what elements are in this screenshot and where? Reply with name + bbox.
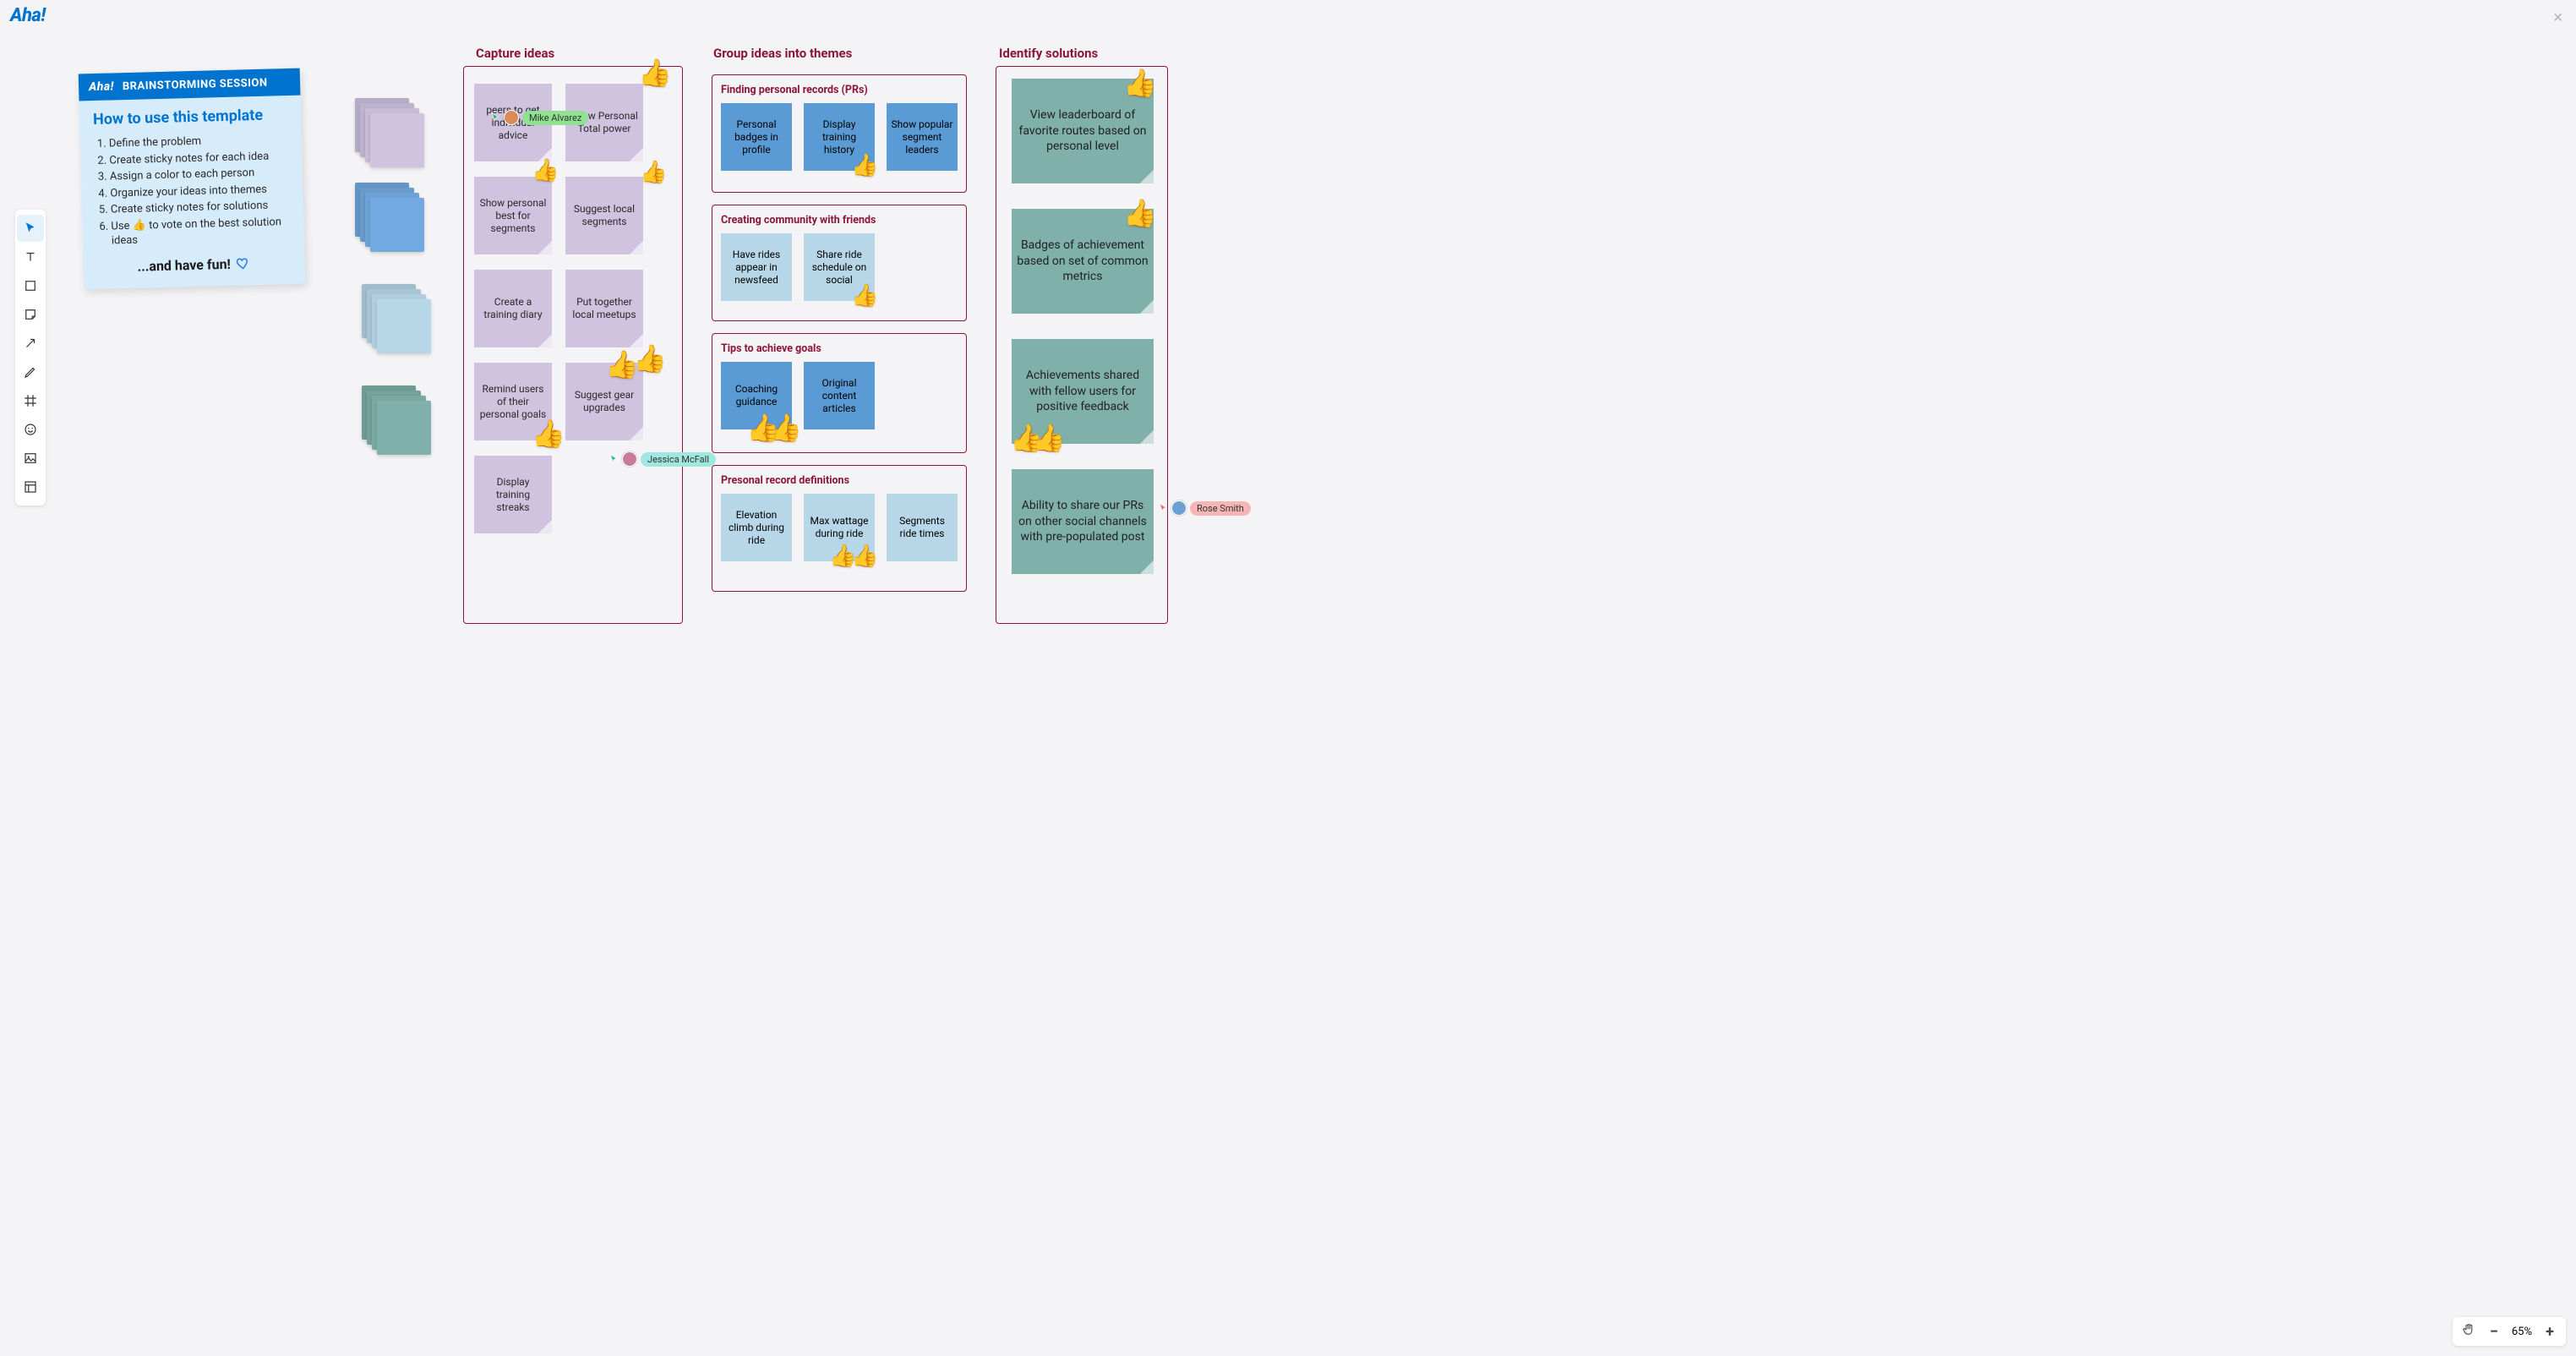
instruction-brand: Aha! <box>89 79 114 94</box>
sticky-note[interactable]: Suggest local segments <box>565 177 643 254</box>
heart-icon <box>236 256 251 271</box>
presence-avatar <box>1171 500 1187 516</box>
theme-box[interactable]: Creating community with friends Have ride… <box>712 205 967 321</box>
whiteboard-canvas[interactable]: Aha! BRAINSTORMING SESSION How to use th… <box>0 30 2576 1356</box>
theme-notes-row: Elevation climb during rideMax wattage d… <box>721 494 958 561</box>
tool-rectangle[interactable] <box>17 272 44 299</box>
column-title-solutions: Identify solutions <box>999 46 1098 61</box>
note-pile[interactable] <box>355 98 429 172</box>
instruction-header-text: BRAINSTORMING SESSION <box>123 76 268 92</box>
sticky-note[interactable]: Show personal best for segments <box>474 177 552 254</box>
theme-box[interactable]: Tips to achieve goals Coaching guidanceOr… <box>712 333 967 453</box>
note-pile[interactable] <box>355 183 429 257</box>
instruction-step: Use 👍 to vote on the best solution ideas <box>111 215 291 249</box>
presence-cursor: Rose Smith <box>1158 500 1251 516</box>
instruction-title: How to use this template <box>93 106 287 128</box>
thumbs-up-icon: 👍 <box>640 160 667 185</box>
theme-title: Creating community with friends <box>721 214 958 227</box>
zoom-out-button[interactable]: − <box>2486 1323 2502 1341</box>
presence-avatar <box>504 110 519 125</box>
sticky-note[interactable]: Elevation climb during ride <box>721 494 792 561</box>
tool-emoji[interactable] <box>17 416 44 443</box>
sticky-note[interactable]: Max wattage during ride <box>804 494 875 561</box>
pan-hand-icon[interactable] <box>2461 1322 2476 1341</box>
sticky-note[interactable]: Put together local meetups <box>565 270 643 347</box>
theme-title: Tips to achieve goals <box>721 342 958 355</box>
tool-arrow[interactable] <box>17 330 44 357</box>
sticky-note[interactable]: Have rides appear in newsfeed <box>721 233 792 301</box>
group-ideas-box[interactable]: Finding personal records (PRs) Personal b… <box>703 66 977 649</box>
sticky-note[interactable]: Create a training diary <box>474 270 552 347</box>
theme-notes-row: Coaching guidanceOriginal content articl… <box>721 362 958 429</box>
theme-notes-row: Personal badges in profileDisplay traini… <box>721 103 958 171</box>
solution-note[interactable]: Badges of achievement based on set of co… <box>1012 209 1154 314</box>
tool-layout[interactable] <box>17 473 44 500</box>
instruction-body: How to use this template Define the prob… <box>79 96 306 290</box>
theme-notes-row: Have rides appear in newsfeedShare ride … <box>721 233 958 301</box>
tool-image[interactable] <box>17 445 44 472</box>
presence-avatar <box>622 451 637 467</box>
sticky-note[interactable]: Segments ride times <box>887 494 958 561</box>
presence-name-tag: Jessica McFall <box>641 452 716 467</box>
instruction-footer: ...and have fun! <box>96 254 291 276</box>
zoom-in-button[interactable]: + <box>2542 1323 2557 1341</box>
column-title-group: Group ideas into themes <box>713 46 852 61</box>
editor-toolbar <box>15 210 46 506</box>
app-logo: Aha! <box>10 5 46 26</box>
solution-note[interactable]: View leaderboard of favorite routes base… <box>1012 79 1154 183</box>
tool-sticky-note[interactable] <box>17 301 44 328</box>
sticky-note[interactable]: Coaching guidance <box>721 362 792 429</box>
presence-name-tag: Mike Alvarez <box>522 111 588 125</box>
sticky-note[interactable]: Original content articles <box>804 362 875 429</box>
top-bar: Aha! × <box>0 0 2576 30</box>
close-icon[interactable]: × <box>2553 7 2562 27</box>
sticky-note[interactable]: Share ride schedule on social <box>804 233 875 301</box>
solution-note[interactable]: Achievements shared with fellow users fo… <box>1012 339 1154 444</box>
solutions-box[interactable]: View leaderboard of favorite routes base… <box>996 66 1168 624</box>
instruction-steps: Define the problemCreate sticky notes fo… <box>94 132 291 249</box>
tool-cursor[interactable] <box>17 215 44 242</box>
theme-box[interactable]: Finding personal records (PRs) Personal b… <box>712 74 967 193</box>
tool-frame[interactable] <box>17 387 44 414</box>
sticky-note[interactable]: Remind users of their personal goals <box>474 363 552 440</box>
sticky-note[interactable]: Show popular segment leaders <box>887 103 958 171</box>
theme-title: Finding personal records (PRs) <box>721 84 958 96</box>
theme-title: Presonal record definitions <box>721 474 958 487</box>
sticky-note[interactable]: Personal badges in profile <box>721 103 792 171</box>
instruction-card[interactable]: Aha! BRAINSTORMING SESSION How to use th… <box>79 68 306 290</box>
presence-cursor: Mike Alvarez <box>490 110 588 125</box>
presence-cursor: Jessica McFall <box>609 451 716 467</box>
note-pile[interactable] <box>362 385 436 460</box>
sticky-note[interactable]: Suggest gear upgrades <box>565 363 643 440</box>
zoom-bar: − 65% + <box>2453 1317 2566 1346</box>
note-pile[interactable] <box>362 284 436 358</box>
capture-ideas-box[interactable]: peers to get individual adviceShow Perso… <box>463 66 683 624</box>
zoom-level[interactable]: 65% <box>2512 1326 2532 1338</box>
sticky-note[interactable]: Display training streaks <box>474 456 552 533</box>
theme-box[interactable]: Presonal record definitions Elevation cli… <box>712 465 967 592</box>
tool-pencil[interactable] <box>17 358 44 385</box>
tool-text[interactable] <box>17 243 44 271</box>
sticky-note[interactable]: Display training history <box>804 103 875 171</box>
column-title-capture: Capture ideas <box>476 46 554 61</box>
solution-note[interactable]: Ability to share our PRs on other social… <box>1012 469 1154 574</box>
presence-name-tag: Rose Smith <box>1190 501 1251 516</box>
